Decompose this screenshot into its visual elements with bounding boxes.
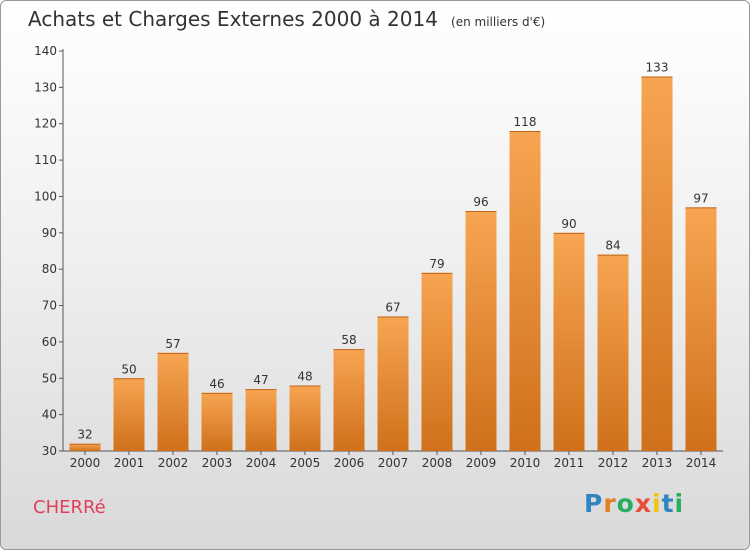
bar-value-label: 48 bbox=[297, 370, 312, 384]
bar bbox=[597, 254, 629, 451]
bar-value-label: 67 bbox=[385, 300, 400, 314]
y-tick-label: 130 bbox=[34, 80, 57, 94]
bar bbox=[509, 131, 541, 451]
logo-letter: r bbox=[603, 489, 617, 518]
y-tick-label: 30 bbox=[42, 444, 57, 458]
x-tick-label: 2007 bbox=[378, 456, 409, 470]
x-tick-label: 2004 bbox=[246, 456, 277, 470]
x-tick-label: 2013 bbox=[642, 456, 673, 470]
bar-value-label: 47 bbox=[253, 373, 268, 387]
proxiti-logo: Proxiti bbox=[584, 489, 684, 518]
x-tick-label: 2003 bbox=[202, 456, 233, 470]
bar bbox=[201, 392, 233, 451]
bar-value-label: 50 bbox=[121, 362, 136, 376]
y-tick-label: 90 bbox=[42, 226, 57, 240]
logo-letter: x bbox=[634, 489, 652, 518]
bar bbox=[685, 207, 717, 451]
y-tick-label: 110 bbox=[34, 153, 57, 167]
bar-value-label: 79 bbox=[429, 257, 444, 271]
y-tick-label: 100 bbox=[34, 189, 57, 203]
x-tick-label: 2001 bbox=[114, 456, 145, 470]
x-tick-label: 2011 bbox=[554, 456, 585, 470]
x-tick-label: 2014 bbox=[686, 456, 717, 470]
bar bbox=[377, 316, 409, 451]
bar-value-label: 84 bbox=[605, 239, 620, 253]
y-tick-label: 140 bbox=[34, 44, 57, 58]
x-tick-label: 2000 bbox=[70, 456, 101, 470]
bar-value-label: 57 bbox=[165, 337, 180, 351]
bar-value-label: 118 bbox=[514, 115, 537, 129]
chart-unit: (en milliers d'€) bbox=[451, 15, 546, 29]
bar-value-label: 46 bbox=[209, 377, 224, 391]
bar bbox=[69, 443, 101, 451]
y-tick-label: 120 bbox=[34, 117, 57, 131]
x-tick-label: 2005 bbox=[290, 456, 321, 470]
x-tick-label: 2002 bbox=[158, 456, 189, 470]
x-tick-label: 2010 bbox=[510, 456, 541, 470]
bar-value-label: 32 bbox=[77, 428, 92, 442]
y-tick-label: 40 bbox=[42, 408, 57, 422]
logo-letter: o bbox=[616, 489, 635, 518]
bar-value-label: 97 bbox=[693, 191, 708, 205]
logo-letter: t bbox=[661, 489, 675, 518]
bar bbox=[245, 389, 277, 451]
bar bbox=[553, 232, 585, 451]
chart-title: Achats et Charges Externes 2000 à 2014 bbox=[28, 7, 438, 31]
logo-letter: i bbox=[652, 489, 662, 518]
x-tick-label: 2012 bbox=[598, 456, 629, 470]
commune-name: CHERRé bbox=[33, 497, 106, 518]
bar-value-label: 96 bbox=[473, 195, 488, 209]
y-tick-label: 70 bbox=[42, 299, 57, 313]
bar bbox=[113, 378, 145, 451]
logo-letter: P bbox=[584, 489, 604, 518]
bar-value-label: 58 bbox=[341, 333, 356, 347]
x-tick-label: 2008 bbox=[422, 456, 453, 470]
bar-value-label: 90 bbox=[561, 217, 576, 231]
y-tick-label: 50 bbox=[42, 371, 57, 385]
bar bbox=[641, 76, 673, 452]
bar-value-label: 133 bbox=[646, 60, 669, 74]
x-tick-label: 2009 bbox=[466, 456, 497, 470]
bar bbox=[421, 272, 453, 451]
chart-title-block: Achats et Charges Externes 2000 à 2014 (… bbox=[28, 7, 545, 31]
bar bbox=[289, 385, 321, 451]
x-tick-label: 2006 bbox=[334, 456, 365, 470]
bar bbox=[465, 211, 497, 451]
logo-letter: i bbox=[674, 489, 685, 518]
bar bbox=[157, 352, 189, 451]
y-tick-label: 60 bbox=[42, 335, 57, 349]
bar bbox=[333, 349, 365, 451]
y-tick-label: 80 bbox=[42, 262, 57, 276]
